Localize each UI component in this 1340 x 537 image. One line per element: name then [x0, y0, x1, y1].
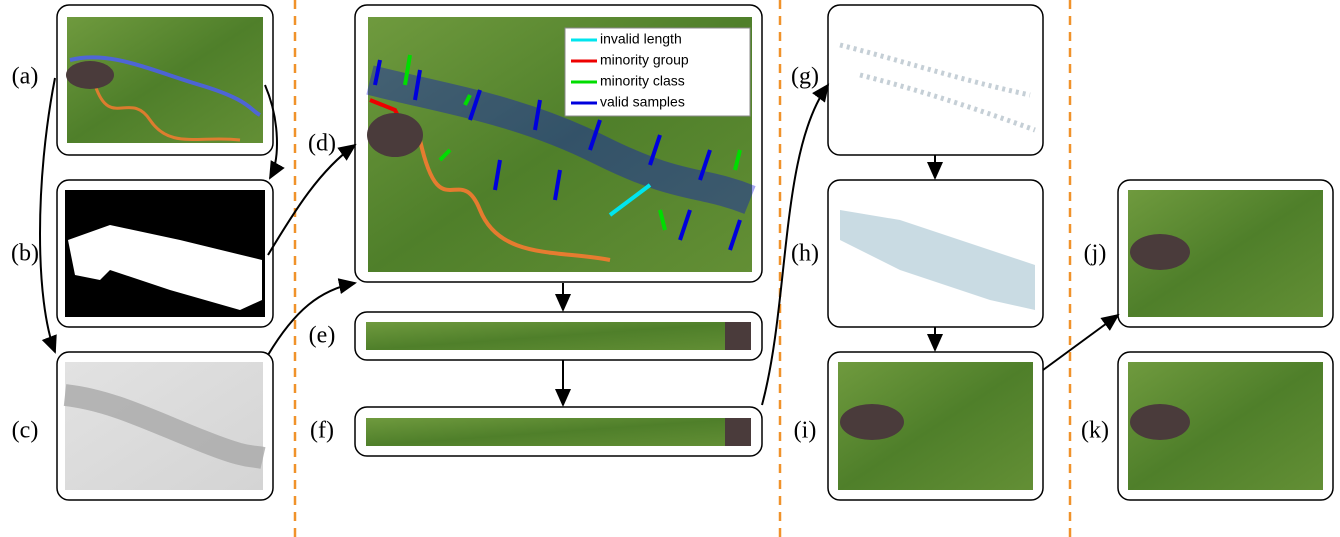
legend-label: invalid length — [600, 31, 682, 47]
panel-g — [828, 5, 1043, 155]
panel-label: (a) — [12, 64, 39, 90]
legend-label: minority group — [600, 52, 689, 68]
panel-label: (g) — [791, 64, 819, 90]
figure: invalid length minority group minority cla… — [0, 0, 1340, 537]
panel-label: (h) — [791, 241, 819, 267]
panel-label: (e) — [309, 323, 336, 349]
panel-label: (c) — [12, 418, 39, 444]
panel-label: (i) — [794, 418, 817, 444]
panel-label: (k) — [1081, 418, 1109, 444]
panel-label: (j) — [1084, 241, 1107, 267]
panel-label: (d) — [308, 131, 336, 157]
panel-label: (f) — [310, 418, 334, 444]
legend-label: valid samples — [600, 94, 685, 110]
legend-label: minority class — [600, 73, 685, 89]
panel-label: (b) — [11, 241, 39, 267]
